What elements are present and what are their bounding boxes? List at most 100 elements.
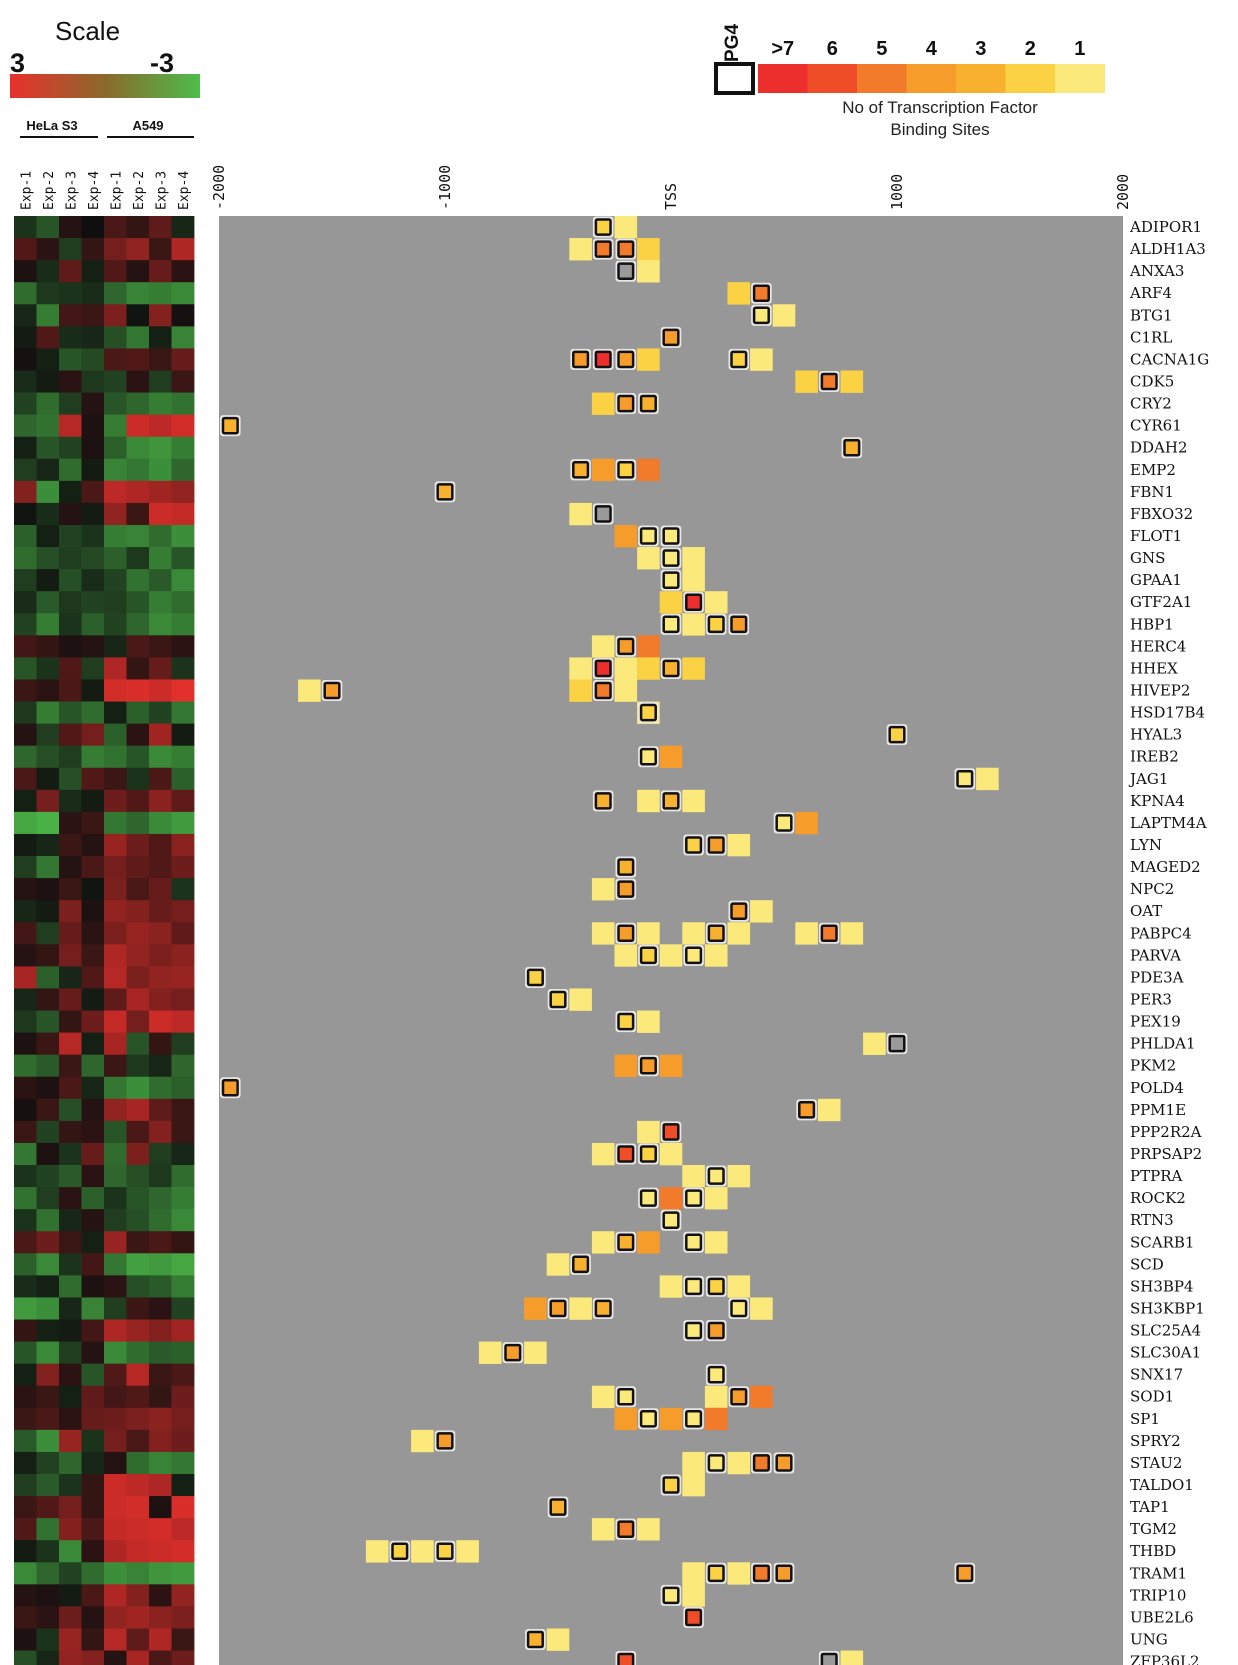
heatmap-cell [36,1297,60,1320]
heatmap-cell [149,348,172,371]
tfbs-block [795,811,818,835]
heatmap-cell [149,1429,172,1453]
tfbs-block [524,1341,547,1364]
tfbs-pg4-mark [707,836,725,854]
gene-label: FLOT1 [1130,527,1182,545]
gene-labels: ADIPOR1 ALDH1A3 ANXA3 ARF4 BTG1 C1RL CACNA1G CD… [1128,218,1209,1665]
heatmap-cell [14,856,37,879]
heatmap-cell [81,745,105,769]
heatmap-cell [59,1451,82,1475]
heatmap-cell [126,1650,150,1665]
tfbs-pg4-mark [391,1542,409,1561]
heatmap-cell [36,502,60,526]
tfbs-block [727,1275,751,1298]
heatmap-cell [36,723,60,747]
tfbs-block [637,789,660,813]
heatmap-cell [14,922,37,945]
heatmap-cell [104,414,127,438]
heatmap-cell [81,922,105,945]
heatmap-cell [14,1628,37,1651]
heatmap-cell [104,679,127,702]
heatmap-cell [149,436,172,460]
heatmap-cell [59,216,82,239]
tfbs-block [727,1451,751,1475]
heatmap-cell [149,966,172,989]
heatmap-cell [14,745,37,769]
heatmap-cell [81,260,105,283]
gene-label: ARF4 [1129,284,1172,302]
tfbs-legend: PG4 >7 6 5 4 3 2 1 No of Transcription Factor B… [714,24,1105,139]
heatmap-cell [36,1451,60,1475]
heatmap-cell [81,348,105,371]
heatmap-cell [149,1209,172,1232]
tfbs-pg4-mark [323,681,341,700]
tfbs-pg4-mark [685,946,703,965]
tfbs-block [727,922,751,945]
heatmap-cell [14,480,37,504]
tfbs-block [637,1120,660,1144]
heatmap-cell [81,1385,105,1409]
gene-label: LAPTM4A [1130,814,1207,832]
heatmap-cell [14,348,37,371]
tfbs-block [704,1187,728,1210]
tfbs-pg4-mark [594,218,612,236]
heatmap-cell [36,922,60,945]
heatmap-cell [36,988,60,1011]
heatmap-cell [59,833,82,857]
heatmap-cell [126,480,150,504]
heatmap-cell [104,569,127,592]
tfbs-pg4-mark [707,924,725,943]
heatmap-cell [59,348,82,371]
heatmap-cell [59,238,82,261]
heatmap-cell [126,878,150,901]
heatmap-cell [81,370,105,393]
heatmap-cell [81,392,105,416]
heatmap-cell [171,414,195,438]
heatmap-cell [14,1496,37,1519]
heatmap-cell [104,1429,127,1453]
heatmap-cell [36,1518,60,1541]
gene-label: HBP1 [1130,615,1174,633]
heatmap-cell [149,613,172,636]
gene-label: THBD [1130,1542,1176,1560]
tfbs-pg4-mark [662,1211,680,1229]
heatmap-cell [104,547,127,570]
heatmap-cell [14,900,37,923]
heatmap-cell [171,1385,195,1409]
heatmap-cell [14,238,37,261]
heatmap-cell [81,524,105,548]
scale-min-label: -3 [150,48,174,78]
tfbs-block [727,1562,751,1585]
tfbs-pg4-mark [617,858,635,876]
tfbs-block [637,547,660,570]
tfbs-pg4-mark [572,1255,590,1274]
heatmap-cell [81,1297,105,1320]
heatmap-cell [149,922,172,945]
tfbs-block [298,679,321,702]
heatmap-cell [171,569,195,592]
tfbs-block [637,657,660,680]
heatmap-cell [59,1253,82,1276]
heatmap-cell [59,856,82,879]
heatmap-cell [149,1341,172,1365]
heatmap-cell [81,679,105,702]
heatmap-cell [36,591,60,614]
heatmap-cell [149,1231,172,1254]
heatmap-cell [126,657,150,680]
tfbs-pg4-mark [752,306,770,325]
heatmap-cell [59,1231,82,1254]
tfbs-pg4-mark [888,1034,906,1053]
heatmap-cell [126,591,150,614]
heatmap-cell [149,1165,172,1188]
heatmap-cell [14,1187,37,1210]
gene-label: NPC2 [1130,880,1174,898]
tfbs-pg4-mark [436,483,454,501]
heatmap-cell [81,878,105,901]
tfbs-pg4-mark [707,1365,725,1384]
heatmap-cell [36,1076,60,1100]
heatmap-cell [59,1628,82,1651]
tfbs-pg4-mark [685,1233,703,1252]
tfbs-block [546,1253,570,1276]
heatmap-cell [59,789,82,813]
heatmap-cell [36,480,60,504]
